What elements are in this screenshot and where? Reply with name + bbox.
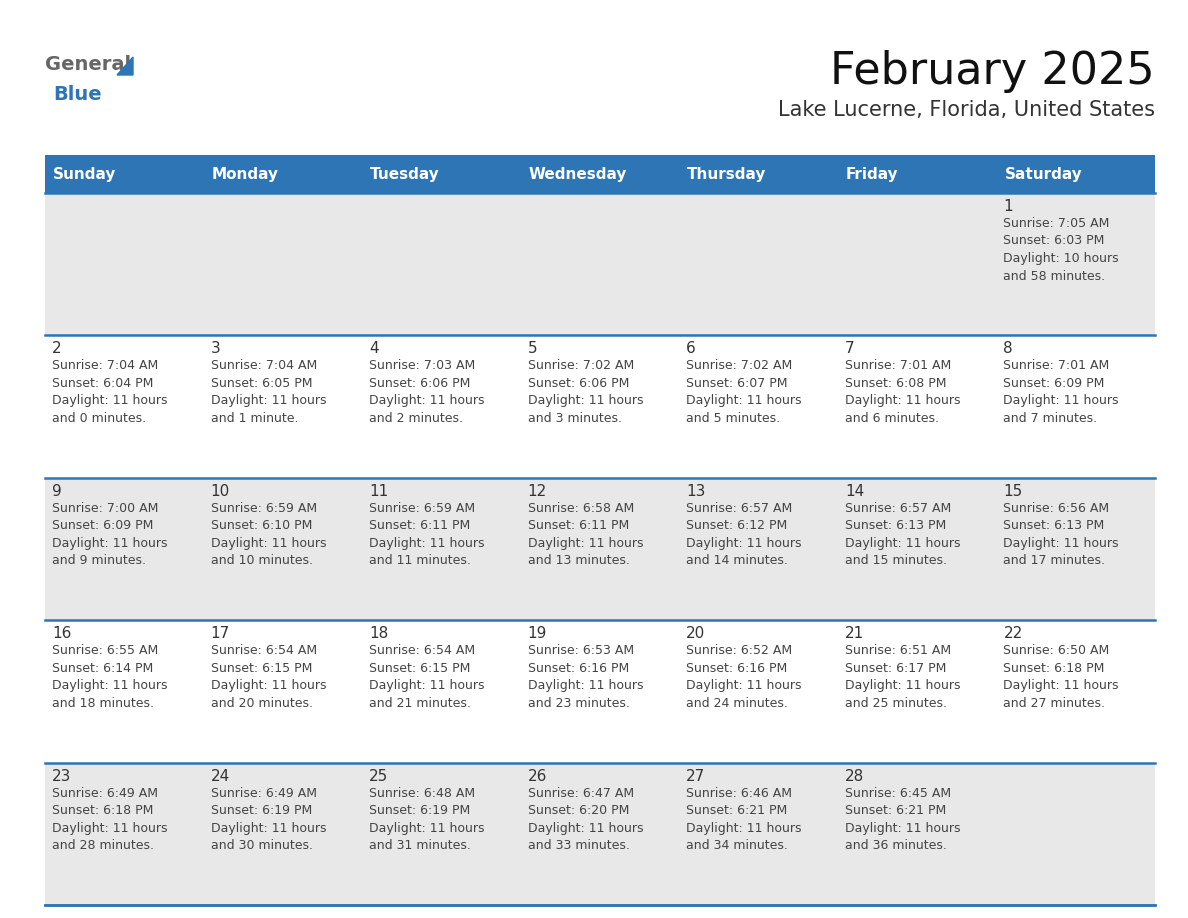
Text: Sunrise: 7:02 AM
Sunset: 6:06 PM
Daylight: 11 hours
and 3 minutes.: Sunrise: 7:02 AM Sunset: 6:06 PM Dayligh…	[527, 360, 643, 425]
Text: Monday: Monday	[211, 166, 278, 182]
Text: 9: 9	[52, 484, 62, 498]
Text: Sunrise: 6:45 AM
Sunset: 6:21 PM
Daylight: 11 hours
and 36 minutes.: Sunrise: 6:45 AM Sunset: 6:21 PM Dayligh…	[845, 787, 960, 852]
Bar	[45, 763, 1155, 905]
Text: 26: 26	[527, 768, 548, 784]
Bar	[997, 155, 1155, 193]
Text: Sunrise: 6:54 AM
Sunset: 6:15 PM
Daylight: 11 hours
and 20 minutes.: Sunrise: 6:54 AM Sunset: 6:15 PM Dayligh…	[210, 644, 326, 710]
Text: Sunrise: 6:59 AM
Sunset: 6:11 PM
Daylight: 11 hours
and 11 minutes.: Sunrise: 6:59 AM Sunset: 6:11 PM Dayligh…	[369, 502, 485, 567]
Bar	[838, 155, 997, 193]
Text: Sunrise: 6:52 AM
Sunset: 6:16 PM
Daylight: 11 hours
and 24 minutes.: Sunrise: 6:52 AM Sunset: 6:16 PM Dayligh…	[687, 644, 802, 710]
Text: 12: 12	[527, 484, 546, 498]
Text: 1: 1	[1004, 199, 1013, 214]
Bar	[45, 621, 1155, 763]
Text: 2: 2	[52, 341, 62, 356]
Bar	[45, 193, 1155, 335]
Text: 18: 18	[369, 626, 388, 641]
Text: 11: 11	[369, 484, 388, 498]
Text: Saturday: Saturday	[1004, 166, 1082, 182]
Text: Thursday: Thursday	[688, 166, 766, 182]
Text: Sunrise: 7:03 AM
Sunset: 6:06 PM
Daylight: 11 hours
and 2 minutes.: Sunrise: 7:03 AM Sunset: 6:06 PM Dayligh…	[369, 360, 485, 425]
Text: Sunrise: 6:59 AM
Sunset: 6:10 PM
Daylight: 11 hours
and 10 minutes.: Sunrise: 6:59 AM Sunset: 6:10 PM Dayligh…	[210, 502, 326, 567]
Text: 28: 28	[845, 768, 864, 784]
Text: 6: 6	[687, 341, 696, 356]
Text: Sunrise: 6:55 AM
Sunset: 6:14 PM
Daylight: 11 hours
and 18 minutes.: Sunrise: 6:55 AM Sunset: 6:14 PM Dayligh…	[52, 644, 168, 710]
Text: Sunrise: 7:02 AM
Sunset: 6:07 PM
Daylight: 11 hours
and 5 minutes.: Sunrise: 7:02 AM Sunset: 6:07 PM Dayligh…	[687, 360, 802, 425]
Text: Sunrise: 7:01 AM
Sunset: 6:09 PM
Daylight: 11 hours
and 7 minutes.: Sunrise: 7:01 AM Sunset: 6:09 PM Dayligh…	[1004, 360, 1119, 425]
Text: 17: 17	[210, 626, 229, 641]
Text: Sunrise: 6:51 AM
Sunset: 6:17 PM
Daylight: 11 hours
and 25 minutes.: Sunrise: 6:51 AM Sunset: 6:17 PM Dayligh…	[845, 644, 960, 710]
Text: Tuesday: Tuesday	[371, 166, 440, 182]
Bar	[45, 477, 1155, 621]
Bar	[680, 155, 838, 193]
Text: General: General	[45, 55, 131, 74]
Text: Sunrise: 6:57 AM
Sunset: 6:12 PM
Daylight: 11 hours
and 14 minutes.: Sunrise: 6:57 AM Sunset: 6:12 PM Dayligh…	[687, 502, 802, 567]
Text: 13: 13	[687, 484, 706, 498]
Text: 10: 10	[210, 484, 229, 498]
Text: Wednesday: Wednesday	[529, 166, 627, 182]
Text: 15: 15	[1004, 484, 1023, 498]
Text: Sunrise: 7:04 AM
Sunset: 6:05 PM
Daylight: 11 hours
and 1 minute.: Sunrise: 7:04 AM Sunset: 6:05 PM Dayligh…	[210, 360, 326, 425]
Text: Sunday: Sunday	[53, 166, 116, 182]
Text: 7: 7	[845, 341, 854, 356]
Text: Sunrise: 6:47 AM
Sunset: 6:20 PM
Daylight: 11 hours
and 33 minutes.: Sunrise: 6:47 AM Sunset: 6:20 PM Dayligh…	[527, 787, 643, 852]
Text: 20: 20	[687, 626, 706, 641]
Bar	[45, 335, 1155, 477]
Text: Sunrise: 6:57 AM
Sunset: 6:13 PM
Daylight: 11 hours
and 15 minutes.: Sunrise: 6:57 AM Sunset: 6:13 PM Dayligh…	[845, 502, 960, 567]
Text: February 2025: February 2025	[830, 50, 1155, 93]
Text: Friday: Friday	[846, 166, 898, 182]
Text: Blue: Blue	[53, 85, 102, 104]
Text: 27: 27	[687, 768, 706, 784]
Text: Sunrise: 6:46 AM
Sunset: 6:21 PM
Daylight: 11 hours
and 34 minutes.: Sunrise: 6:46 AM Sunset: 6:21 PM Dayligh…	[687, 787, 802, 852]
Text: Sunrise: 7:05 AM
Sunset: 6:03 PM
Daylight: 10 hours
and 58 minutes.: Sunrise: 7:05 AM Sunset: 6:03 PM Dayligh…	[1004, 217, 1119, 283]
Text: Sunrise: 6:50 AM
Sunset: 6:18 PM
Daylight: 11 hours
and 27 minutes.: Sunrise: 6:50 AM Sunset: 6:18 PM Dayligh…	[1004, 644, 1119, 710]
Text: Sunrise: 6:54 AM
Sunset: 6:15 PM
Daylight: 11 hours
and 21 minutes.: Sunrise: 6:54 AM Sunset: 6:15 PM Dayligh…	[369, 644, 485, 710]
Text: Lake Lucerne, Florida, United States: Lake Lucerne, Florida, United States	[778, 100, 1155, 120]
Text: Sunrise: 7:04 AM
Sunset: 6:04 PM
Daylight: 11 hours
and 0 minutes.: Sunrise: 7:04 AM Sunset: 6:04 PM Dayligh…	[52, 360, 168, 425]
Text: 5: 5	[527, 341, 537, 356]
Text: Sunrise: 6:58 AM
Sunset: 6:11 PM
Daylight: 11 hours
and 13 minutes.: Sunrise: 6:58 AM Sunset: 6:11 PM Dayligh…	[527, 502, 643, 567]
Text: Sunrise: 6:49 AM
Sunset: 6:19 PM
Daylight: 11 hours
and 30 minutes.: Sunrise: 6:49 AM Sunset: 6:19 PM Dayligh…	[210, 787, 326, 852]
Bar	[45, 155, 203, 193]
Text: 14: 14	[845, 484, 864, 498]
Text: 25: 25	[369, 768, 388, 784]
Text: 19: 19	[527, 626, 548, 641]
Text: 3: 3	[210, 341, 220, 356]
Text: Sunrise: 6:49 AM
Sunset: 6:18 PM
Daylight: 11 hours
and 28 minutes.: Sunrise: 6:49 AM Sunset: 6:18 PM Dayligh…	[52, 787, 168, 852]
Text: 23: 23	[52, 768, 71, 784]
Text: 8: 8	[1004, 341, 1013, 356]
Text: 21: 21	[845, 626, 864, 641]
Text: 22: 22	[1004, 626, 1023, 641]
Text: 24: 24	[210, 768, 229, 784]
Text: 16: 16	[52, 626, 71, 641]
Bar	[203, 155, 362, 193]
Polygon shape	[116, 57, 133, 75]
Bar	[520, 155, 680, 193]
Text: Sunrise: 6:56 AM
Sunset: 6:13 PM
Daylight: 11 hours
and 17 minutes.: Sunrise: 6:56 AM Sunset: 6:13 PM Dayligh…	[1004, 502, 1119, 567]
Text: Sunrise: 7:00 AM
Sunset: 6:09 PM
Daylight: 11 hours
and 9 minutes.: Sunrise: 7:00 AM Sunset: 6:09 PM Dayligh…	[52, 502, 168, 567]
Text: Sunrise: 6:48 AM
Sunset: 6:19 PM
Daylight: 11 hours
and 31 minutes.: Sunrise: 6:48 AM Sunset: 6:19 PM Dayligh…	[369, 787, 485, 852]
Text: 4: 4	[369, 341, 379, 356]
Bar	[362, 155, 520, 193]
Text: Sunrise: 6:53 AM
Sunset: 6:16 PM
Daylight: 11 hours
and 23 minutes.: Sunrise: 6:53 AM Sunset: 6:16 PM Dayligh…	[527, 644, 643, 710]
Text: Sunrise: 7:01 AM
Sunset: 6:08 PM
Daylight: 11 hours
and 6 minutes.: Sunrise: 7:01 AM Sunset: 6:08 PM Dayligh…	[845, 360, 960, 425]
